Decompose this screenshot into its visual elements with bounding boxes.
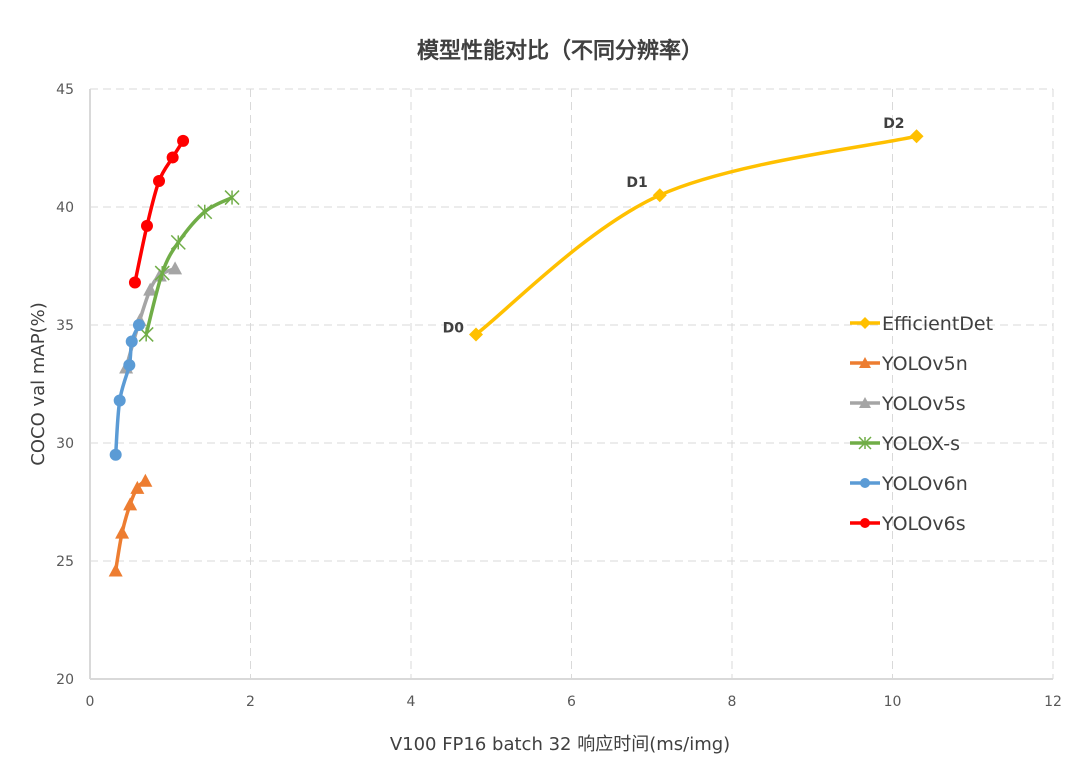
chart-title: 模型性能对比（不同分辨率）	[417, 38, 703, 64]
series-yolov6s	[128, 134, 190, 289]
data-point	[177, 134, 190, 147]
data-point	[858, 436, 872, 450]
legend-label: EfficientDet	[882, 313, 993, 335]
legend-item: EfficientDet	[850, 313, 993, 335]
y-axis-label: COCO val mAP(%)	[28, 302, 49, 465]
series-yolov5n	[108, 473, 153, 577]
y-tick-label: 35	[56, 318, 74, 334]
point-label: D1	[626, 175, 647, 191]
series-line	[474, 134, 917, 336]
legend-item: YOLOv5s	[850, 393, 966, 415]
data-point	[132, 319, 145, 331]
data-point	[197, 204, 213, 220]
data-point	[859, 317, 871, 329]
legend-item: YOLOv6s	[850, 513, 966, 535]
data-point	[154, 265, 170, 281]
y-tick-label: 20	[56, 672, 74, 688]
legend-label: YOLOv5s	[881, 393, 966, 415]
data-point	[166, 151, 179, 164]
legend-item: YOLOv5n	[850, 353, 968, 375]
series-line	[144, 195, 233, 335]
data-point	[170, 234, 186, 250]
data-point	[123, 497, 138, 511]
series-yolov6n	[109, 319, 145, 461]
y-tick-label: 25	[56, 554, 74, 570]
legend-label: YOLOv5n	[881, 353, 968, 375]
data-point	[115, 525, 130, 539]
data-point	[143, 282, 158, 296]
point-label: D2	[883, 116, 904, 132]
x-tick-label: 8	[728, 694, 737, 710]
data-point	[113, 394, 126, 407]
x-tick-label: 12	[1044, 694, 1062, 710]
x-tick-label: 4	[407, 694, 416, 710]
data-point	[138, 473, 153, 487]
y-tick-label: 45	[56, 82, 74, 98]
x-tick-label: 0	[86, 694, 95, 710]
data-point	[909, 129, 924, 144]
x-tick-label: 2	[246, 694, 255, 710]
data-point	[859, 357, 871, 368]
y-tick-label: 30	[56, 436, 74, 452]
y-tick-label: 40	[56, 200, 74, 216]
legend-label: YOLOv6n	[881, 473, 968, 495]
legend-label: YOLOX-s	[881, 433, 960, 455]
data-point	[140, 219, 153, 232]
data-point	[125, 335, 138, 348]
data-point	[109, 448, 122, 461]
legend-item: YOLOv6n	[850, 473, 968, 495]
data-point	[860, 518, 870, 528]
data-point	[108, 563, 123, 577]
x-tick-label: 6	[567, 694, 576, 710]
data-point	[128, 276, 141, 289]
data-point	[469, 327, 484, 342]
legend-label: YOLOv6s	[881, 513, 966, 535]
x-tick-label: 10	[884, 694, 902, 710]
series-efficientdet: D0 D1 D2	[443, 116, 924, 342]
data-point	[123, 359, 136, 372]
legend-item: YOLOX-s	[850, 433, 960, 455]
series-line	[113, 479, 147, 571]
data-point	[153, 175, 166, 188]
data-point	[859, 397, 871, 408]
data-point	[860, 478, 870, 488]
data-point	[224, 190, 240, 206]
data-point	[652, 188, 667, 203]
data-point	[130, 480, 145, 494]
x-axis-label: V100 FP16 batch 32 响应时间(ms/img)	[390, 734, 730, 755]
data-point	[168, 261, 183, 275]
series-yolox-s	[138, 190, 240, 342]
point-label: D0	[443, 320, 465, 336]
